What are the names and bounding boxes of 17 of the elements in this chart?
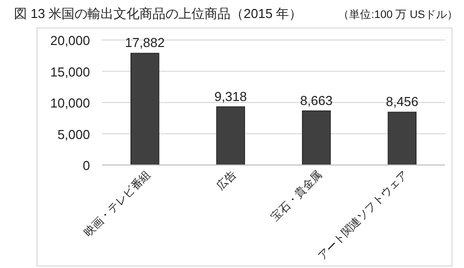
bar [388,112,417,166]
text: （単位:100 万 USドル） [338,9,458,21]
data-label: 8,663 [300,92,333,108]
y-tick-label: 5,000 [57,126,90,142]
data-label: 9,318 [214,88,247,104]
x-tick-label: 宝石・貴金属 [268,168,324,224]
chart-title: 図 13 米国の輸出文化商品の上位商品（2015 年） [14,6,302,21]
x-tick-label: 広告 [214,168,239,193]
y-tick-label: 10,000 [50,96,90,110]
data-label: 8,456 [386,94,418,110]
bar [302,110,331,166]
data-label: 17,882 [124,35,165,50]
y-tick-label: 0 [82,158,90,173]
bar [216,106,246,166]
y-tick-label: 20,000 [50,33,90,48]
bar [130,52,160,166]
y-tick-label: 15,000 [50,64,90,80]
